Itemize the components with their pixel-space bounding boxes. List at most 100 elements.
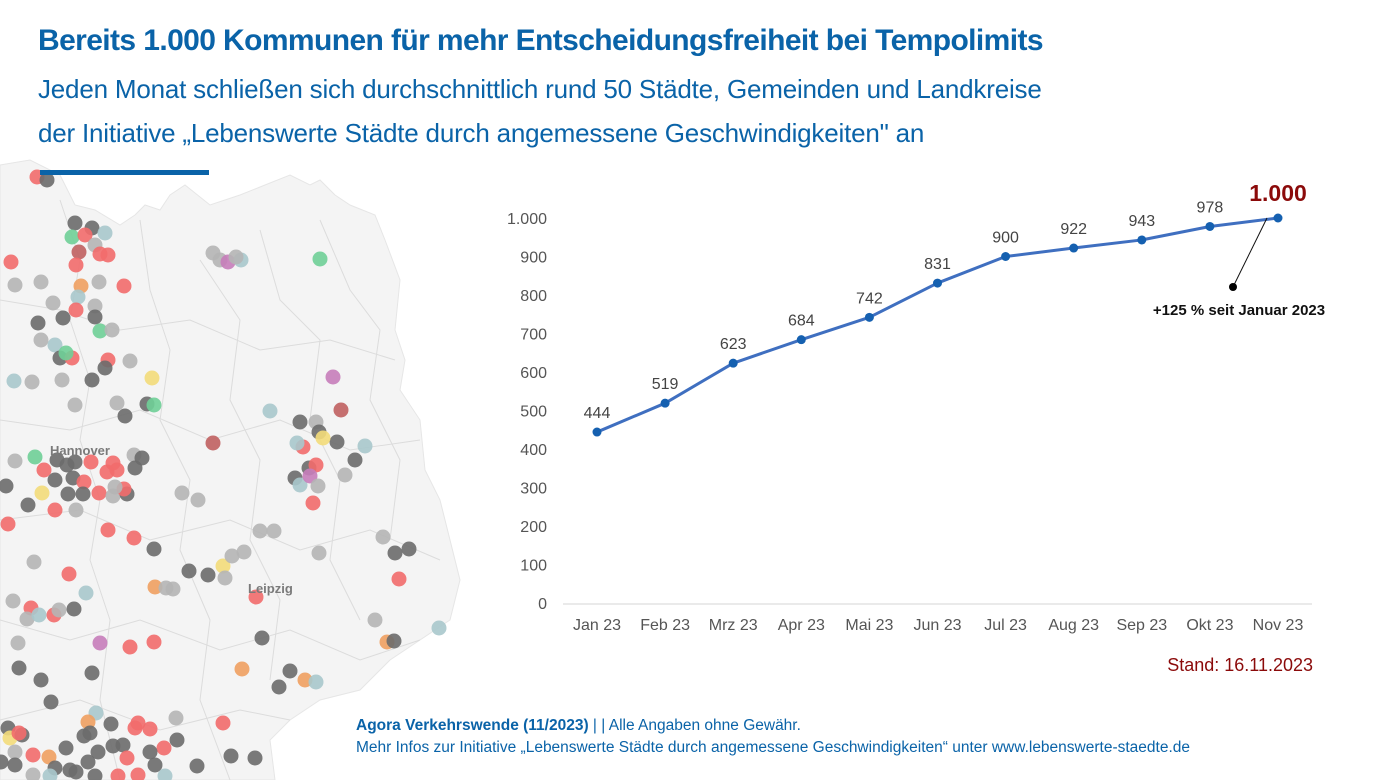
x-tick-label: Okt 23	[1186, 617, 1233, 634]
map-municipality-dot	[266, 523, 282, 539]
map-municipality-dot	[92, 323, 108, 339]
map-municipality-dot	[367, 612, 383, 628]
map-municipality-dot	[122, 353, 138, 369]
y-tick-label: 700	[520, 327, 547, 344]
map-municipality-dot	[67, 215, 83, 231]
map-municipality-dot	[68, 502, 84, 518]
region-border	[0, 299, 396, 361]
map-municipality-dot	[92, 635, 108, 651]
map-municipality-dot	[347, 452, 363, 468]
map-municipality-dot	[91, 274, 107, 290]
data-point	[728, 358, 738, 368]
map-municipality-dot	[80, 754, 96, 770]
map-municipality-dot	[292, 414, 308, 430]
map-municipality-dot	[357, 438, 373, 454]
map-municipality-dot	[58, 740, 74, 756]
map-municipality-dot	[41, 749, 57, 765]
map-municipality-dot	[67, 397, 83, 413]
map-municipality-dot	[7, 744, 23, 760]
map-municipality-dot	[47, 337, 63, 353]
map-municipality-dot	[54, 372, 70, 388]
map-municipality-dot	[329, 434, 345, 450]
data-point	[660, 398, 670, 408]
map-municipality-dot	[236, 544, 252, 560]
map-municipality-dot	[84, 665, 100, 681]
map-municipality-dot	[234, 661, 250, 677]
map-municipality-dot	[142, 744, 158, 760]
map-municipality-dot	[119, 750, 135, 766]
map-municipality-dot	[146, 634, 162, 650]
map-municipality-dot	[315, 430, 331, 446]
map-municipality-dot	[130, 715, 146, 731]
data-point	[933, 278, 942, 288]
x-tick-label: Feb 23	[640, 617, 690, 634]
x-tick-label: Mai 23	[845, 617, 893, 634]
map-municipality-dot	[67, 454, 83, 470]
map-municipality-dot	[68, 257, 84, 273]
data-point	[796, 335, 806, 345]
annotation-leader-line	[1232, 217, 1268, 288]
footer-source: Agora Verkehrswende (11/2023)	[356, 717, 589, 734]
map-municipality-dot	[262, 403, 278, 419]
map-municipality-dot	[11, 725, 27, 741]
map-municipality-dot	[20, 497, 36, 513]
map-municipality-dot	[311, 545, 327, 561]
map-municipality-dot	[70, 289, 86, 305]
map-municipality-dot	[43, 694, 59, 710]
map-municipality-dot	[401, 541, 417, 557]
map-municipality-dot	[55, 310, 71, 326]
y-tick-label: 500	[520, 404, 547, 421]
map-municipality-dot	[36, 462, 52, 478]
map-municipality-dot	[6, 373, 22, 389]
data-label: 684	[788, 313, 815, 330]
map-municipality-dot	[146, 397, 162, 413]
map-municipality-dot	[97, 225, 113, 241]
map-municipality-dot	[252, 523, 268, 539]
map-municipality-dot	[87, 309, 103, 325]
map-municipality-dot	[33, 274, 49, 290]
map-municipality-dot	[223, 748, 239, 764]
footer-more-info: Mehr Infos zur Initiative „Lebenswerte S…	[356, 739, 1191, 756]
map-municipality-dot	[61, 566, 77, 582]
map-municipality-dot	[386, 633, 402, 649]
map-municipality-dot	[47, 472, 63, 488]
map-municipality-dot	[30, 315, 46, 331]
subtitle-line-2: der Initiative „Lebenswerte Städte durch…	[38, 118, 925, 148]
map-municipality-dot	[142, 721, 158, 737]
data-label: 900	[992, 230, 1019, 247]
map-municipality-dot	[10, 635, 26, 651]
map-municipality-dot	[169, 732, 185, 748]
map-municipality-dot	[174, 485, 190, 501]
data-label-highlight: 1.000	[1249, 180, 1307, 206]
map-municipality-dot	[308, 457, 324, 473]
map-municipality-dot	[146, 541, 162, 557]
map-municipality-dot	[168, 710, 184, 726]
map-municipality-dot	[144, 370, 160, 386]
map-municipality-dot	[64, 229, 80, 245]
map-municipality-dot	[228, 249, 244, 265]
y-tick-label: 300	[520, 481, 547, 498]
map-municipality-dot	[165, 581, 181, 597]
map-municipality-dot	[68, 764, 84, 780]
data-label: 519	[652, 376, 679, 393]
map-municipality-dot	[68, 302, 84, 318]
map-municipality-dot	[104, 322, 120, 338]
map-municipality-dot	[248, 589, 264, 605]
map-municipality-dot	[3, 254, 19, 270]
map-municipality-dot	[45, 295, 61, 311]
map-municipality-dot	[58, 345, 74, 361]
map-municipality-dot	[84, 372, 100, 388]
map-municipality-dot	[25, 747, 41, 763]
data-point	[1001, 252, 1011, 261]
map-municipality-dot	[126, 530, 142, 546]
map-municipality-dot	[271, 679, 287, 695]
map-municipality-dot	[107, 479, 123, 495]
annotation-dot	[1229, 283, 1237, 291]
map-municipality-dot	[289, 435, 305, 451]
y-tick-label: 900	[520, 250, 547, 267]
map-municipality-dot	[302, 468, 318, 484]
map-municipality-dot	[47, 502, 63, 518]
y-tick-label: 600	[520, 365, 547, 382]
y-tick-label: 800	[520, 288, 547, 305]
